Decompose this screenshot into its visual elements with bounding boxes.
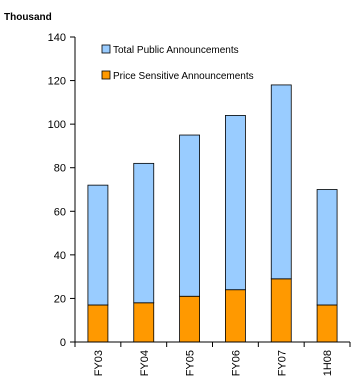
price-sensitive-bar-fy07 [270, 278, 292, 343]
y-axis: 0 20 40 60 80 100 120 140 [48, 32, 76, 349]
y-unit-label: Thousand [4, 12, 52, 23]
legend-label: Price Sensitive Announcements [113, 71, 254, 82]
x-category-label: FY03 [93, 350, 105, 376]
y-tick-label: 80 [54, 163, 66, 175]
y-tick-label: 140 [48, 32, 66, 44]
price-sensitive-bar-fy03 [87, 304, 109, 343]
x-axis: FY03 FY04 FY05 FY06 FY07 1H08 [74, 341, 351, 376]
price-sensitive-bar-fy05 [179, 295, 200, 343]
y-tick-label: 0 [60, 337, 66, 349]
legend-swatch [101, 70, 111, 80]
bars [87, 84, 338, 343]
legend-swatch [101, 44, 111, 54]
x-category-label: FY07 [276, 350, 288, 376]
y-tick-label: 120 [48, 76, 66, 88]
legend: Total Public Announcements Price Sensitiv… [101, 44, 254, 82]
y-tick-label: 100 [48, 119, 66, 131]
y-tick-label: 20 [54, 293, 66, 305]
total-public-bar-fy06 [225, 115, 246, 291]
x-category-label: FY06 [230, 350, 242, 376]
x-category-label: FY05 [185, 350, 197, 376]
price-sensitive-bar-fy06 [225, 289, 246, 343]
x-category-label: 1H08 [322, 350, 334, 376]
total-public-bar-fy05 [179, 134, 200, 297]
legend-label: Total Public Announcements [113, 45, 239, 56]
y-tick-label: 40 [54, 250, 66, 262]
total-public-bar-1h08 [316, 189, 338, 306]
price-sensitive-bar-fy04 [133, 302, 155, 343]
price-sensitive-bar-1h08 [316, 304, 338, 343]
total-public-bar-fy04 [133, 162, 155, 304]
total-public-bar-fy03 [87, 184, 109, 306]
y-tick-label: 60 [54, 206, 66, 218]
total-public-bar-fy07 [270, 84, 292, 280]
x-category-label: FY04 [139, 350, 151, 376]
